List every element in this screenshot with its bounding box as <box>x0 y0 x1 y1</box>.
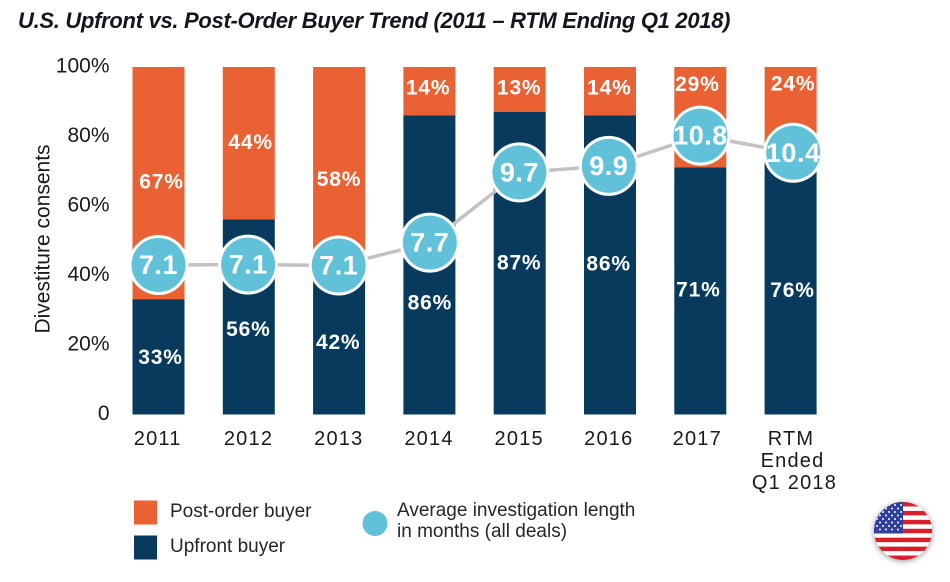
svg-text:76%: 76% <box>770 279 814 302</box>
svg-text:80%: 80% <box>67 124 109 147</box>
svg-text:7.1: 7.1 <box>319 251 358 281</box>
svg-text:7.7: 7.7 <box>410 228 449 258</box>
svg-text:10.8: 10.8 <box>673 121 728 151</box>
svg-text:Post-order buyer: Post-order buyer <box>170 501 312 522</box>
svg-text:0: 0 <box>98 402 110 425</box>
svg-text:40%: 40% <box>67 263 109 286</box>
svg-text:13%: 13% <box>497 77 541 100</box>
svg-text:Q1 2018: Q1 2018 <box>752 472 837 494</box>
svg-text:67%: 67% <box>139 171 183 194</box>
svg-text:2014: 2014 <box>404 428 453 450</box>
svg-text:Average investigation length: Average investigation length <box>397 500 635 521</box>
svg-text:2013: 2013 <box>314 428 363 450</box>
svg-text:in months (all deals): in months (all deals) <box>397 521 567 542</box>
svg-text:2017: 2017 <box>673 428 722 450</box>
svg-text:20%: 20% <box>67 333 109 356</box>
svg-text:7.1: 7.1 <box>139 250 178 280</box>
svg-text:7.1: 7.1 <box>229 250 268 280</box>
svg-text:29%: 29% <box>675 73 719 96</box>
svg-text:87%: 87% <box>497 251 541 274</box>
svg-text:2012: 2012 <box>224 428 273 450</box>
svg-text:2011: 2011 <box>134 428 182 450</box>
svg-text:33%: 33% <box>138 346 182 369</box>
svg-text:58%: 58% <box>317 168 361 191</box>
svg-text:14%: 14% <box>587 77 631 100</box>
svg-text:100%: 100% <box>56 55 110 78</box>
svg-text:60%: 60% <box>67 194 109 217</box>
svg-text:Divestiture consents: Divestiture consents <box>32 144 55 333</box>
svg-text:86%: 86% <box>586 252 630 275</box>
svg-text:9.9: 9.9 <box>589 151 628 181</box>
svg-text:42%: 42% <box>316 331 360 354</box>
svg-text:9.7: 9.7 <box>500 157 539 187</box>
svg-text:86%: 86% <box>408 292 452 315</box>
svg-text:14%: 14% <box>406 77 450 100</box>
svg-text:Ended: Ended <box>761 450 825 472</box>
svg-text:2016: 2016 <box>584 428 633 450</box>
svg-text:44%: 44% <box>228 131 272 154</box>
svg-text:10.4: 10.4 <box>766 138 821 168</box>
svg-text:24%: 24% <box>771 73 815 96</box>
svg-text:2015: 2015 <box>495 428 544 450</box>
svg-text:56%: 56% <box>226 318 270 341</box>
svg-text:RTM: RTM <box>768 428 815 450</box>
svg-text:Upfront buyer: Upfront buyer <box>170 536 286 557</box>
svg-text:71%: 71% <box>676 279 720 302</box>
